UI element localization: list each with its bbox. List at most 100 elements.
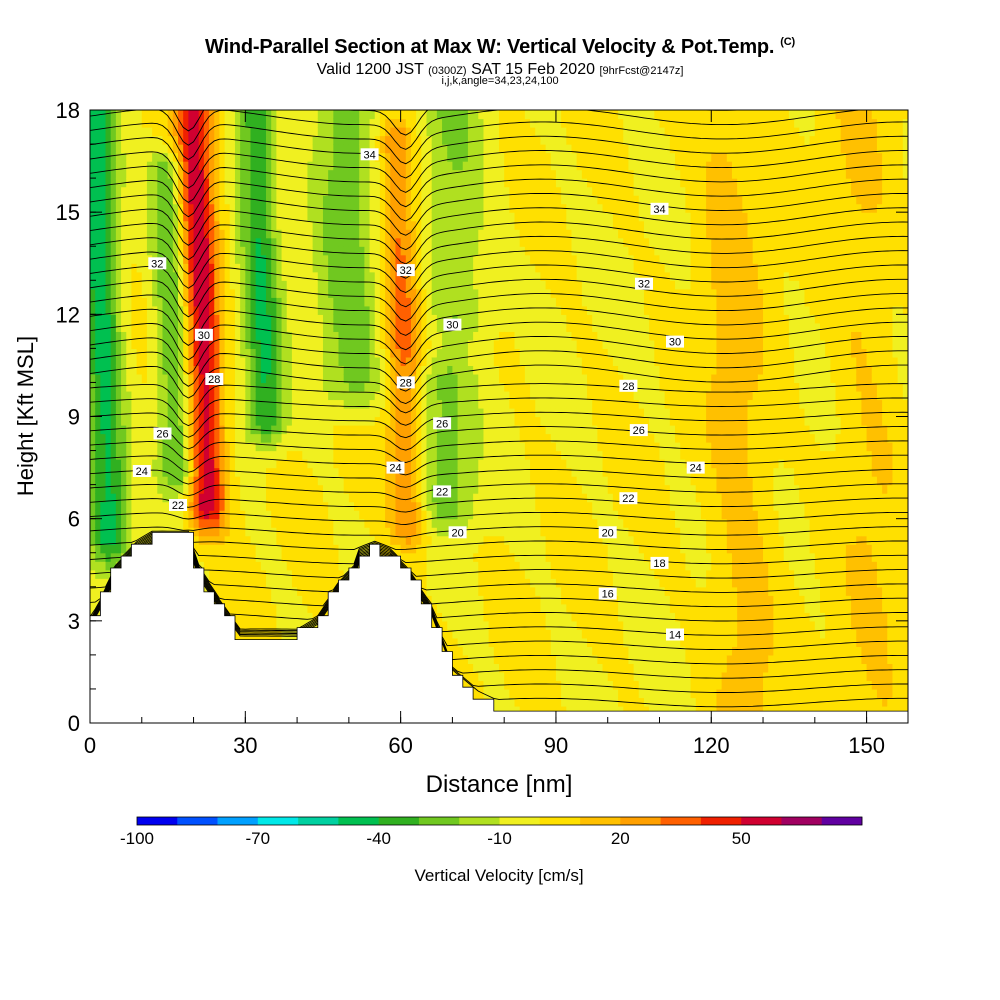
velocity-cell [100, 356, 107, 367]
velocity-cell [426, 339, 433, 349]
velocity-cell [281, 229, 288, 239]
velocity-cell [260, 271, 267, 281]
velocity-cell [374, 390, 381, 401]
velocity-cell [115, 161, 122, 171]
velocity-cell [245, 544, 252, 554]
velocity-cell [115, 339, 122, 349]
velocity-cell [307, 305, 314, 315]
velocity-cell [271, 382, 277, 392]
velocity-cell [416, 518, 422, 528]
velocity-cell [224, 586, 231, 596]
velocity-cell [183, 263, 189, 273]
velocity-cell [400, 527, 407, 537]
velocity-cell [416, 254, 422, 264]
velocity-cell [100, 237, 107, 247]
velocity-cell [338, 425, 345, 435]
velocity-cell [354, 390, 360, 401]
velocity-cell [312, 442, 319, 452]
velocity-cell [260, 144, 267, 154]
velocity-cell [436, 203, 443, 213]
velocity-cell [255, 476, 262, 486]
velocity-cell [276, 246, 283, 256]
velocity-cell [167, 263, 174, 273]
velocity-cell [100, 212, 107, 222]
velocity-cell [121, 254, 127, 264]
velocity-cell [369, 135, 376, 145]
velocity-cell [312, 220, 319, 230]
velocity-cell [322, 178, 329, 188]
velocity-cell [193, 518, 200, 528]
velocity-cell [250, 263, 257, 273]
velocity-cell [183, 348, 189, 358]
velocity-cell [203, 314, 210, 324]
velocity-cell [234, 127, 241, 137]
velocity-cell [426, 476, 433, 486]
velocity-cell [224, 561, 231, 571]
velocity-cell [426, 331, 433, 341]
velocity-cell [343, 280, 350, 290]
velocity-cell [364, 280, 371, 290]
velocity-cell [312, 484, 319, 494]
velocity-cell [291, 476, 298, 486]
velocity-cell [374, 399, 381, 409]
velocity-cell [193, 186, 200, 196]
velocity-cell [229, 339, 236, 349]
velocity-cell [105, 314, 112, 324]
velocity-cell [188, 331, 195, 341]
velocity-cell [95, 118, 101, 128]
velocity-cell [115, 127, 122, 137]
velocity-cell [224, 178, 231, 188]
velocity-cell [245, 629, 252, 639]
velocity-cell [245, 331, 252, 341]
velocity-cell [172, 280, 179, 290]
velocity-cell [131, 297, 138, 307]
velocity-cell [410, 135, 417, 145]
velocity-cell [286, 433, 293, 443]
velocity-cell [291, 501, 298, 511]
velocity-cell [157, 493, 164, 503]
velocity-cell [348, 288, 355, 298]
velocity-cell [286, 425, 293, 435]
velocity-cell [203, 118, 210, 128]
velocity-cell [343, 203, 350, 213]
velocity-cell [141, 433, 148, 443]
velocity-cell [271, 501, 277, 511]
velocity-cell [172, 476, 179, 486]
velocity-cell [240, 297, 246, 307]
velocity-cell [395, 144, 402, 154]
velocity-cell [426, 356, 433, 367]
velocity-cell [421, 186, 428, 196]
velocity-cell [348, 331, 355, 341]
velocity-cell [110, 331, 117, 341]
velocity-cell [421, 373, 428, 384]
velocity-cell [219, 442, 226, 452]
velocity-cell [224, 399, 231, 409]
velocity-cell [100, 433, 107, 443]
velocity-cell [354, 314, 360, 324]
velocity-cell [260, 518, 267, 528]
velocity-cell [276, 373, 283, 384]
velocity-cell [436, 288, 443, 298]
velocity-cell [400, 161, 407, 171]
velocity-cell [338, 110, 345, 120]
velocity-cell [266, 603, 272, 613]
velocity-cell [121, 144, 127, 154]
velocity-cell [421, 382, 428, 392]
velocity-cell [90, 569, 96, 579]
velocity-cell [390, 373, 397, 384]
velocity-cell [297, 195, 303, 205]
velocity-cell [90, 203, 96, 213]
velocity-cell [426, 135, 433, 145]
velocity-cell [95, 161, 101, 171]
velocity-cell [390, 356, 397, 367]
velocity-cell [266, 229, 272, 239]
velocity-cell [317, 603, 324, 613]
velocity-cell [416, 144, 422, 154]
velocity-cell [219, 271, 226, 281]
velocity-cell [219, 356, 226, 367]
velocity-cell [126, 348, 133, 358]
velocity-cell [255, 501, 262, 511]
velocity-cell [193, 382, 200, 392]
velocity-cell [121, 399, 127, 409]
velocity-cell [431, 450, 438, 460]
